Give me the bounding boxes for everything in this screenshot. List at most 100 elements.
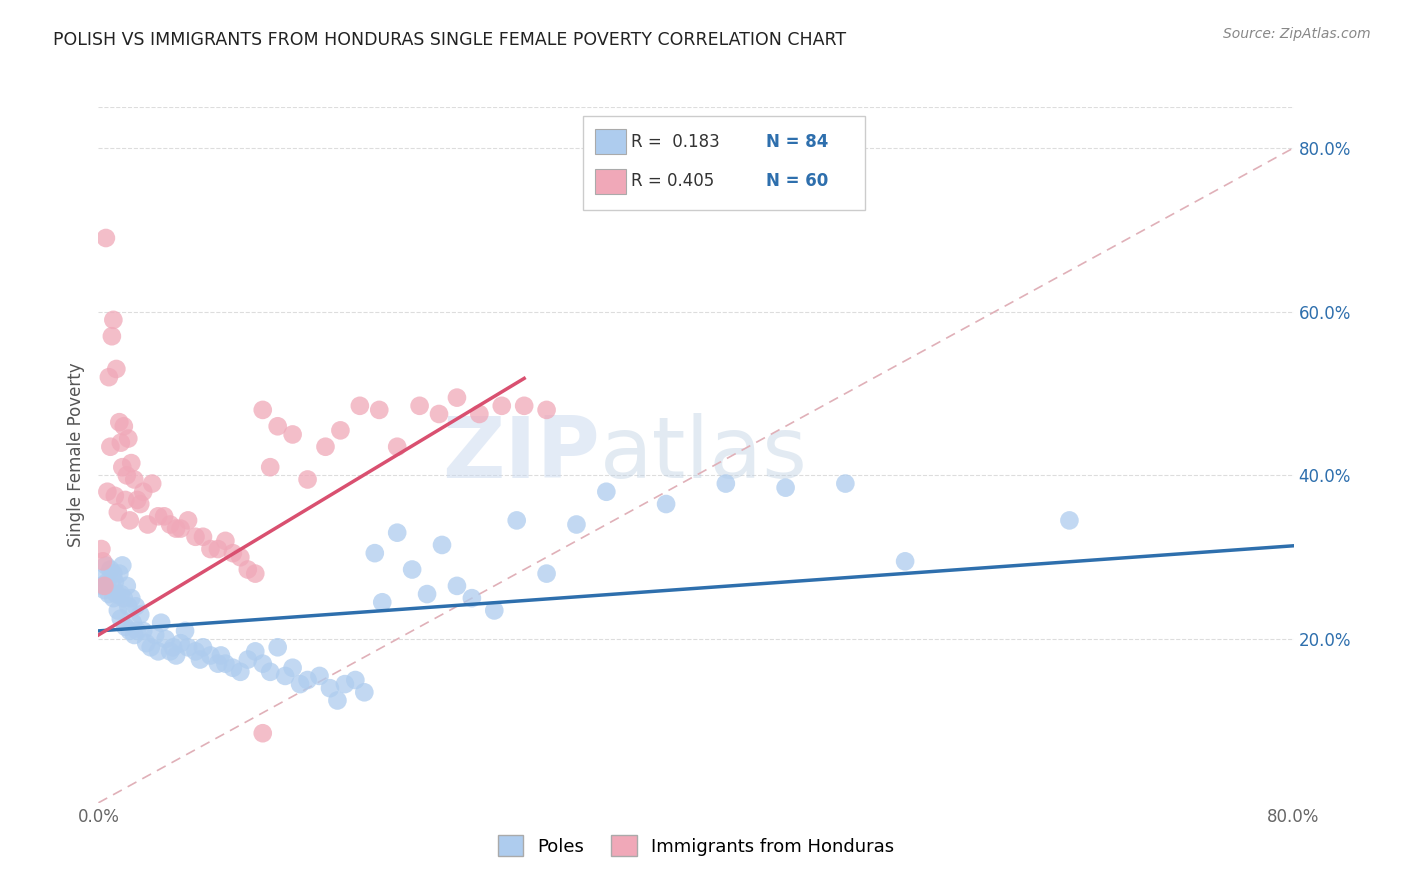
Point: [127, 492, 149, 507]
Point: [252, 726, 274, 740]
Point: [214, 657, 236, 671]
Point: [468, 407, 491, 421]
Point: [267, 419, 290, 434]
Point: [446, 579, 468, 593]
Point: [200, 648, 222, 663]
Point: [177, 513, 200, 527]
Point: [315, 440, 337, 454]
Point: [401, 562, 423, 576]
Point: [97, 370, 120, 384]
Point: [108, 566, 131, 581]
Point: [229, 550, 252, 565]
Text: POLISH VS IMMIGRANTS FROM HONDURAS SINGLE FEMALE POVERTY CORRELATION CHART: POLISH VS IMMIGRANTS FROM HONDURAS SINGL…: [53, 31, 846, 49]
Point: [344, 673, 367, 687]
Point: [308, 669, 330, 683]
Point: [364, 546, 387, 560]
Point: [121, 615, 143, 630]
Point: [229, 665, 252, 679]
Point: [565, 517, 588, 532]
Point: [484, 603, 506, 617]
Point: [236, 652, 259, 666]
Point: [714, 476, 737, 491]
Point: [107, 603, 129, 617]
Point: [114, 620, 136, 634]
Point: [120, 456, 142, 470]
Point: [101, 579, 124, 593]
Point: [169, 636, 191, 650]
Point: [222, 546, 245, 560]
Point: [104, 574, 127, 589]
Point: [209, 648, 232, 663]
Point: [148, 509, 170, 524]
Text: N = 60: N = 60: [766, 172, 828, 190]
Point: [159, 517, 181, 532]
Point: [184, 644, 207, 658]
Point: [120, 591, 142, 606]
Point: [129, 607, 152, 622]
Point: [136, 517, 159, 532]
Point: [125, 599, 148, 614]
Point: [506, 513, 529, 527]
Point: [165, 522, 187, 536]
Point: [93, 579, 115, 593]
Point: [174, 624, 197, 638]
Point: [112, 419, 135, 434]
Point: [236, 562, 259, 576]
Point: [93, 582, 115, 597]
Point: [162, 640, 184, 655]
Point: [288, 677, 311, 691]
Point: [114, 492, 136, 507]
Point: [94, 558, 117, 573]
Point: [427, 407, 450, 421]
Point: [191, 530, 214, 544]
Point: [281, 427, 304, 442]
Point: [132, 484, 155, 499]
Point: [349, 399, 371, 413]
Text: R = 0.405: R = 0.405: [631, 172, 714, 190]
Point: [595, 484, 617, 499]
Point: [105, 587, 128, 601]
Point: [103, 313, 125, 327]
Point: [267, 640, 290, 655]
Point: [245, 566, 267, 581]
Point: [135, 636, 157, 650]
Point: [169, 522, 191, 536]
Point: [416, 587, 439, 601]
Point: [143, 628, 166, 642]
Point: [104, 489, 127, 503]
Point: [188, 652, 211, 666]
Point: [207, 657, 229, 671]
Text: atlas: atlas: [600, 413, 808, 497]
Point: [112, 591, 135, 606]
Point: [200, 542, 222, 557]
Point: [326, 693, 349, 707]
Point: [110, 587, 132, 601]
Point: [329, 423, 352, 437]
Point: [430, 538, 453, 552]
Text: ZIP: ZIP: [443, 413, 600, 497]
Point: [775, 481, 797, 495]
Point: [207, 542, 229, 557]
Point: [1059, 513, 1081, 527]
Point: [894, 554, 917, 568]
Point: [98, 562, 122, 576]
Point: [103, 566, 125, 581]
Point: [124, 628, 146, 642]
Point: [259, 460, 281, 475]
Legend: Poles, Immigrants from Honduras: Poles, Immigrants from Honduras: [491, 828, 901, 863]
Point: [245, 644, 267, 658]
Point: [214, 533, 236, 548]
Point: [333, 677, 356, 691]
Point: [148, 644, 170, 658]
Point: [115, 579, 138, 593]
Point: [117, 432, 139, 446]
Point: [259, 665, 281, 679]
Point: [129, 497, 152, 511]
Point: [461, 591, 484, 606]
Point: [446, 391, 468, 405]
Text: R =  0.183: R = 0.183: [631, 133, 720, 151]
Point: [90, 542, 112, 557]
Point: [536, 566, 558, 581]
Point: [96, 574, 118, 589]
Point: [655, 497, 678, 511]
